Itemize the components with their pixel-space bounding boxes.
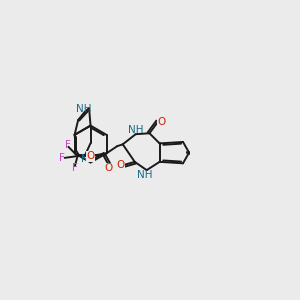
Text: NH: NH bbox=[137, 170, 153, 180]
Text: O: O bbox=[105, 164, 113, 173]
Text: O: O bbox=[87, 151, 95, 161]
Text: N: N bbox=[81, 154, 89, 164]
Text: F: F bbox=[59, 153, 64, 163]
Text: F: F bbox=[65, 140, 71, 150]
Text: O: O bbox=[117, 160, 125, 170]
Text: NH: NH bbox=[76, 104, 91, 114]
Text: NH: NH bbox=[128, 125, 143, 135]
Text: O: O bbox=[157, 117, 166, 127]
Text: F: F bbox=[72, 163, 78, 173]
